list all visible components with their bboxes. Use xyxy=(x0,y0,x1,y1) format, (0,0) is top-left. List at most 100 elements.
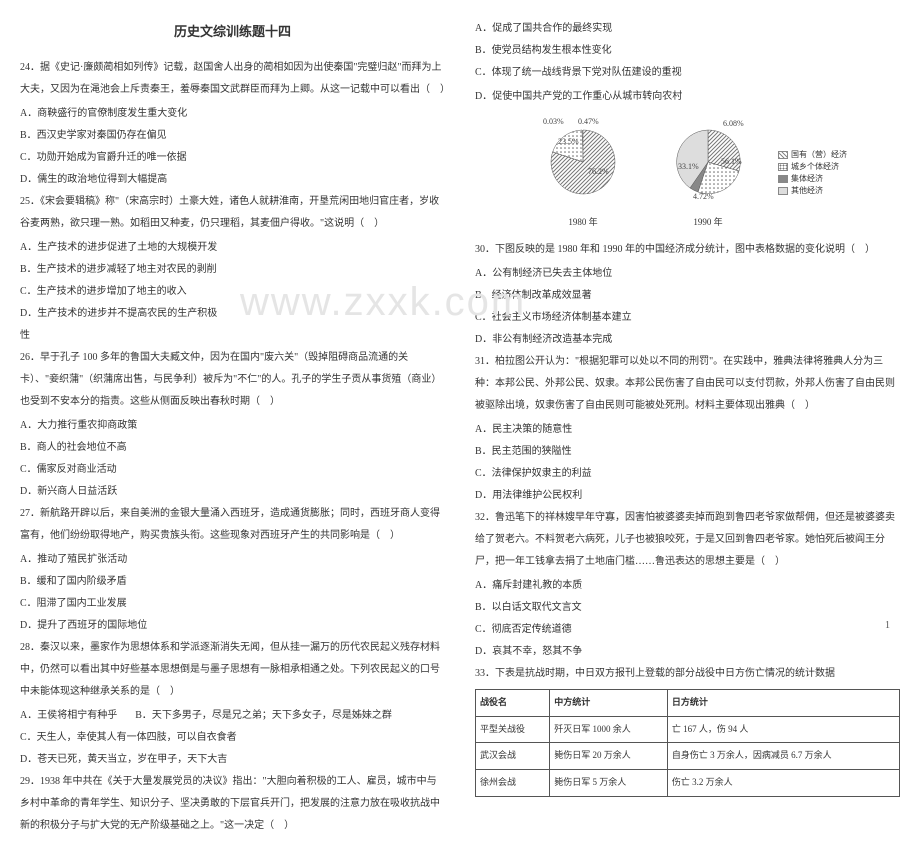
q25-opt-c: C．生产技术的进步增加了地主的收入 xyxy=(20,281,224,303)
table-header-row: 战役名 中方统计 日方统计 xyxy=(476,689,900,716)
pie2-year: 1990 年 xyxy=(653,213,763,233)
q30-opt-c: C．社会主义市场经济体制基本建立 xyxy=(475,307,679,329)
cell: 徐州会战 xyxy=(476,770,550,797)
q24-stem: 24．据《史记·廉颇蔺相如列传》记载，赵国舍人出身的蔺相如因为出使秦国"完璧归赵… xyxy=(20,57,445,101)
q31-opt-d: D．用法律维护公民权利 xyxy=(475,485,679,507)
th-cn: 中方统计 xyxy=(550,689,668,716)
q27-opt-d: D．提升了西班牙的国际地位 xyxy=(20,615,224,637)
q31-opt-b: B．民主范围的狭隘性 xyxy=(475,441,679,463)
q27-opt-b: B．缓和了国内阶级矛盾 xyxy=(20,571,224,593)
pie2-label-472: 4.72% xyxy=(693,192,714,201)
q29-stem: 29．1938 年中共在《关于大量发展党员的决议》指出："大胆向着积极的工人、雇… xyxy=(20,771,445,837)
q33-stem: 33．下表是抗战时期，中日双方报刊上登载的部分战役中日方伤亡情况的统计数据 xyxy=(475,663,900,685)
q25-stem: 25．《宋会要辑稿》称"（宋高宗时）土豪大姓，诸色人就耕淮南，开垦荒闲田地归官庄… xyxy=(20,191,445,235)
q32-opt-b: B．以白话文取代文言文 xyxy=(475,597,679,619)
q24-opt-b: B．西汉史学家对秦国仍存在偏见 xyxy=(20,125,224,147)
q32-opt-c: C．彻底否定传统道德 xyxy=(475,619,679,641)
q25-opt-a: A．生产技术的进步促进了土地的大规模开发 xyxy=(20,237,224,259)
q26-stem: 26．早于孔子 100 多年的鲁国大夫臧文仲，因为在国内"废六关"（毁掉阻碍商品… xyxy=(20,347,445,413)
pie-1980: 0.03% 23.5% 76.2% 0.47% 1980 年 xyxy=(528,114,638,233)
swatch-icon xyxy=(778,187,788,195)
swatch-icon xyxy=(778,163,788,171)
q30-opt-d: D．非公有制经济改造基本完成 xyxy=(475,329,679,351)
q29-opt-a: A．促成了国共合作的最终实现 xyxy=(475,18,679,40)
th-jp: 日方统计 xyxy=(667,689,899,716)
q29-opt-c: C．体现了统一战线背景下党对队伍建设的重视 xyxy=(475,62,900,84)
pie-chart-1990: 4.72% 33.1% 56.1% 6.08% xyxy=(653,114,763,204)
pie2-label-608: 6.08% xyxy=(723,119,744,128)
legend-label: 城乡个体经济 xyxy=(791,161,839,173)
q28-options-2: C．天生人，幸使其人有一体四肢，可以自衣食者 D．苍天已死，黄天当立，岁在甲子，… xyxy=(20,727,445,771)
q32-opt-a: A．痛斥封建礼教的本质 xyxy=(475,575,679,597)
page-container: 历史文综训练题十四 24．据《史记·廉颇蔺相如列传》记载，赵国舍人出身的蔺相如因… xyxy=(0,0,920,849)
q27-options: A．推动了殖民扩张活动 B．缓和了国内阶级矛盾 C．阻滞了国内工业发展 D．提升… xyxy=(20,549,445,637)
cell: 武汉会战 xyxy=(476,743,550,770)
q27-opt-c: C．阻滞了国内工业发展 xyxy=(20,593,224,615)
pie-chart-1980: 0.03% 23.5% 76.2% 0.47% xyxy=(528,114,638,204)
q24-options: A．商鞅盛行的官僚制度发生重大变化 B．西汉史学家对秦国仍存在偏见 C．功勋开始… xyxy=(20,103,445,191)
q30-opt-b: B．经济体制改革成效显著 xyxy=(475,285,679,307)
right-column: A．促成了国共合作的最终实现 B．使党员结构发生根本性变化 C．体现了统一战线背… xyxy=(475,18,900,839)
q31-opt-a: A．民主决策的随意性 xyxy=(475,419,679,441)
th-battle: 战役名 xyxy=(476,689,550,716)
q26-opt-b: B．商人的社会地位不高 xyxy=(20,437,224,459)
q26-opt-c: C．儒家反对商业活动 xyxy=(20,459,224,481)
cell: 自身伤亡 3 万余人，因病减员 6.7 万余人 xyxy=(667,743,899,770)
q28-opt-a: A．王侯将相宁有种乎 xyxy=(20,705,117,727)
pie1-label-235: 23.5% xyxy=(558,137,579,146)
pie1-label-003: 0.03% xyxy=(543,117,564,126)
q25-options: A．生产技术的进步促进了土地的大规模开发 B．生产技术的进步减轻了地主对农民的剥… xyxy=(20,237,445,347)
q24-opt-c: C．功勋开始成为官爵升迁的唯一依据 xyxy=(20,147,224,169)
legend-item: 集体经济 xyxy=(778,173,847,185)
q28-opt-b: B．天下多男子，尽是兄之弟；天下多女子，尽是姊妹之群 xyxy=(135,705,392,727)
left-column: 历史文综训练题十四 24．据《史记·廉颇蔺相如列传》记载，赵国舍人出身的蔺相如因… xyxy=(20,18,445,839)
table-row: 武汉会战 毙伤日军 20 万余人 自身伤亡 3 万余人，因病减员 6.7 万余人 xyxy=(476,743,900,770)
q32-opt-d: D．哀其不幸，怒其不争 xyxy=(475,641,679,663)
swatch-icon xyxy=(778,151,788,159)
q27-stem: 27．新航路开辟以后，来自美洲的金银大量涌入西班牙，造成通货膨胀；同时，西班牙商… xyxy=(20,503,445,547)
q25-opt-b: B．生产技术的进步减轻了地主对农民的剥削 xyxy=(20,259,224,281)
legend-item: 其他经济 xyxy=(778,185,847,197)
pie-1990: 4.72% 33.1% 56.1% 6.08% 1990 年 xyxy=(653,114,763,233)
pie2-label-331: 33.1% xyxy=(678,162,699,171)
legend-label: 集体经济 xyxy=(791,173,823,185)
q29-options: A．促成了国共合作的最终实现 B．使党员结构发生根本性变化 xyxy=(475,18,900,62)
q30-stem: 30．下图反映的是 1980 年和 1990 年的中国经济成分统计，图中表格数据… xyxy=(475,239,900,261)
table-row: 徐州会战 毙伤日军 5 万余人 伤亡 3.2 万余人 xyxy=(476,770,900,797)
cell: 歼灭日军 1000 余人 xyxy=(550,716,668,743)
q31-opt-c: C．法律保护奴隶主的利益 xyxy=(475,463,679,485)
cell: 平型关战役 xyxy=(476,716,550,743)
q31-options: A．民主决策的随意性 B．民主范围的狭隘性 C．法律保护奴隶主的利益 D．用法律… xyxy=(475,419,900,507)
q29-opt-d-line: D．促使中国共产党的工作重心从城市转向农村 xyxy=(475,86,900,108)
swatch-icon xyxy=(778,175,788,183)
pie1-label-047: 0.47% xyxy=(578,117,599,126)
pie1-year: 1980 年 xyxy=(528,213,638,233)
q28-options: A．王侯将相宁有种乎 B．天下多男子，尽是兄之弟；天下多女子，尽是姊妹之群 xyxy=(20,705,445,727)
q26-opt-d: D．新兴商人日益活跃 xyxy=(20,481,224,503)
legend-label: 其他经济 xyxy=(791,185,823,197)
q25-opt-d: D．生产技术的进步并不提高农民的生产积极性 xyxy=(20,303,224,347)
stats-table: 战役名 中方统计 日方统计 平型关战役 歼灭日军 1000 余人 亡 167 人… xyxy=(475,689,900,797)
q32-options: A．痛斥封建礼教的本质 B．以白话文取代文言文 C．彻底否定传统道德 D．哀其不… xyxy=(475,575,900,663)
table-row: 平型关战役 歼灭日军 1000 余人 亡 167 人，伤 94 人 xyxy=(476,716,900,743)
pie1-label-762: 76.2% xyxy=(588,167,609,176)
q27-opt-a: A．推动了殖民扩张活动 xyxy=(20,549,224,571)
q30-options: A．公有制经济已失去主体地位 B．经济体制改革成效显著 C．社会主义市场经济体制… xyxy=(475,263,900,351)
pie2-label-561: 56.1% xyxy=(721,157,742,166)
legend-item: 国有（营）经济 xyxy=(778,149,847,161)
cell: 毙伤日军 5 万余人 xyxy=(550,770,668,797)
q31-stem: 31．柏拉图公开认为："根据犯罪可以处以不同的刑罚"。在实践中，雅典法律将雅典人… xyxy=(475,351,900,417)
cell: 毙伤日军 20 万余人 xyxy=(550,743,668,770)
legend-label: 国有（营）经济 xyxy=(791,149,847,161)
document-title: 历史文综训练题十四 xyxy=(20,18,445,47)
q26-options: A．大力推行重农抑商政策 B．商人的社会地位不高 C．儒家反对商业活动 D．新兴… xyxy=(20,415,445,503)
q29-opt-d: D．促使中国共产党的工作重心从城市转向农村 xyxy=(475,91,682,102)
q32-stem: 32．鲁迅笔下的祥林嫂早年守寡，因害怕被婆婆卖掉而跑到鲁四老爷家做帮佣，但还是被… xyxy=(475,507,900,573)
q24-opt-d: D．儒生的政治地位得到大幅提高 xyxy=(20,169,224,191)
q30-opt-a: A．公有制经济已失去主体地位 xyxy=(475,263,679,285)
chart-legend: 国有（营）经济 城乡个体经济 集体经济 其他经济 xyxy=(778,149,847,197)
page-number: 1 xyxy=(885,620,890,631)
q26-opt-a: A．大力推行重农抑商政策 xyxy=(20,415,224,437)
legend-item: 城乡个体经济 xyxy=(778,161,847,173)
cell: 伤亡 3.2 万余人 xyxy=(667,770,899,797)
